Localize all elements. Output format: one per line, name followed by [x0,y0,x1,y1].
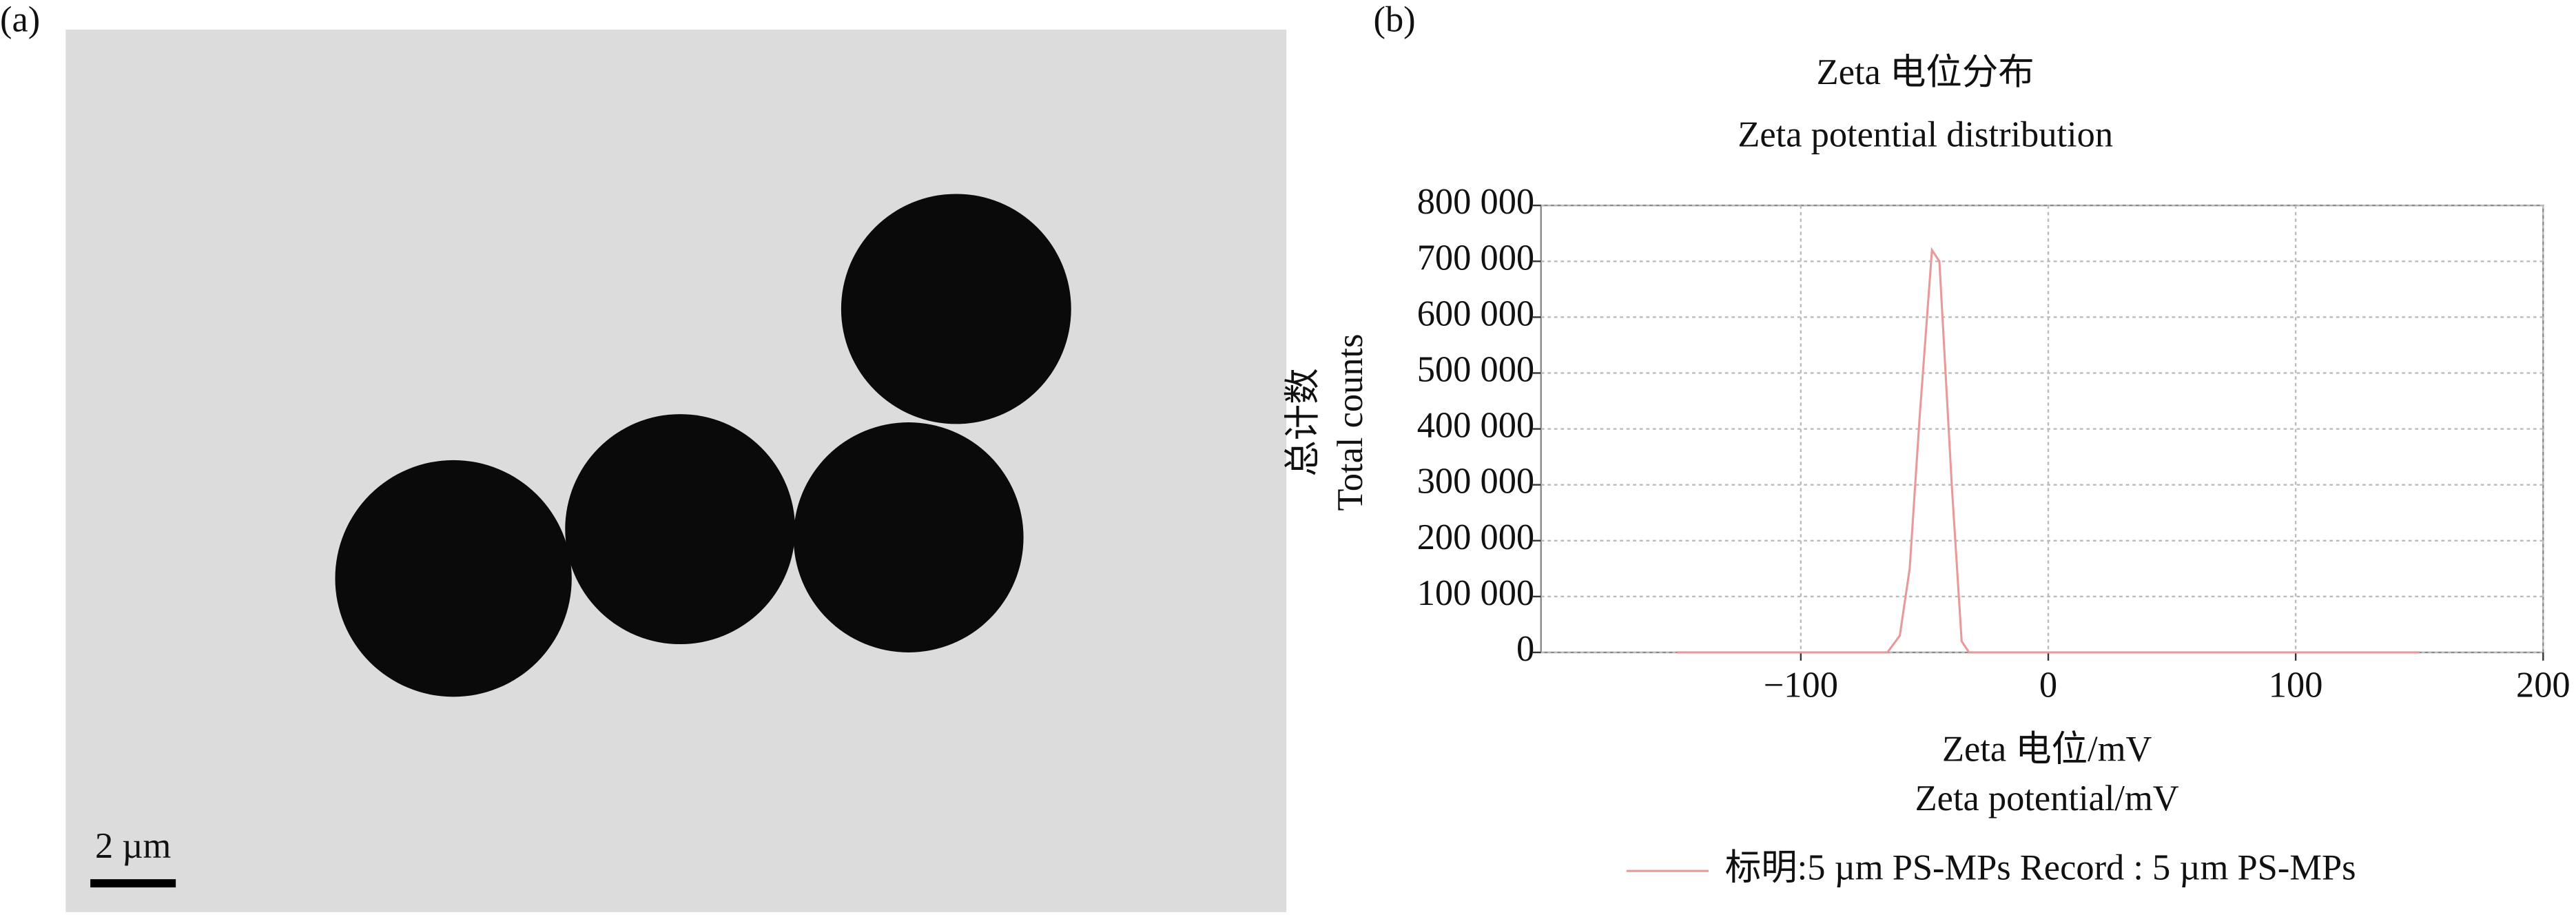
x-axis-label: Zeta potential/mV [1915,779,2179,818]
y-tick-label: 200 000 [1417,517,1534,557]
panel-label: (a) [0,0,40,39]
scale-bar-label: 2 µm [95,826,171,866]
y-tick-label: 400 000 [1417,406,1534,446]
y-tick-label: 100 000 [1417,573,1534,613]
y-axis-label: Total counts [1330,333,1370,511]
y-tick-label: 300 000 [1417,462,1534,502]
panel-label: (b) [1373,0,1415,39]
y-tick-label: 700 000 [1417,238,1534,278]
y-tick-label: 600 000 [1417,293,1534,333]
x-tick-label: −100 [1764,665,1838,705]
particle [841,194,1071,424]
particle [335,460,572,697]
x-tick-label: 200 [2516,665,2570,705]
scale-bar [90,879,176,888]
particle [793,422,1024,652]
y-tick-label: 800 000 [1417,182,1534,222]
y-axis-label: 总计数 [1283,368,1323,476]
y-tick-label: 500 000 [1417,350,1534,390]
x-tick-label: 0 [2039,665,2057,705]
particle [565,414,796,645]
x-axis-label: Zeta 电位/mV [1942,730,2152,770]
y-tick-label: 0 [1516,629,1534,669]
x-tick-label: 100 [2269,665,2323,705]
data-line [1677,247,2420,654]
legend-label: 标明:5 µm PS-MPs Record : 5 µm PS-MPs [1725,847,2356,887]
chart-title: Zeta 电位分布 [1817,52,2034,92]
chart-subtitle: Zeta potential distribution [1738,114,2113,154]
